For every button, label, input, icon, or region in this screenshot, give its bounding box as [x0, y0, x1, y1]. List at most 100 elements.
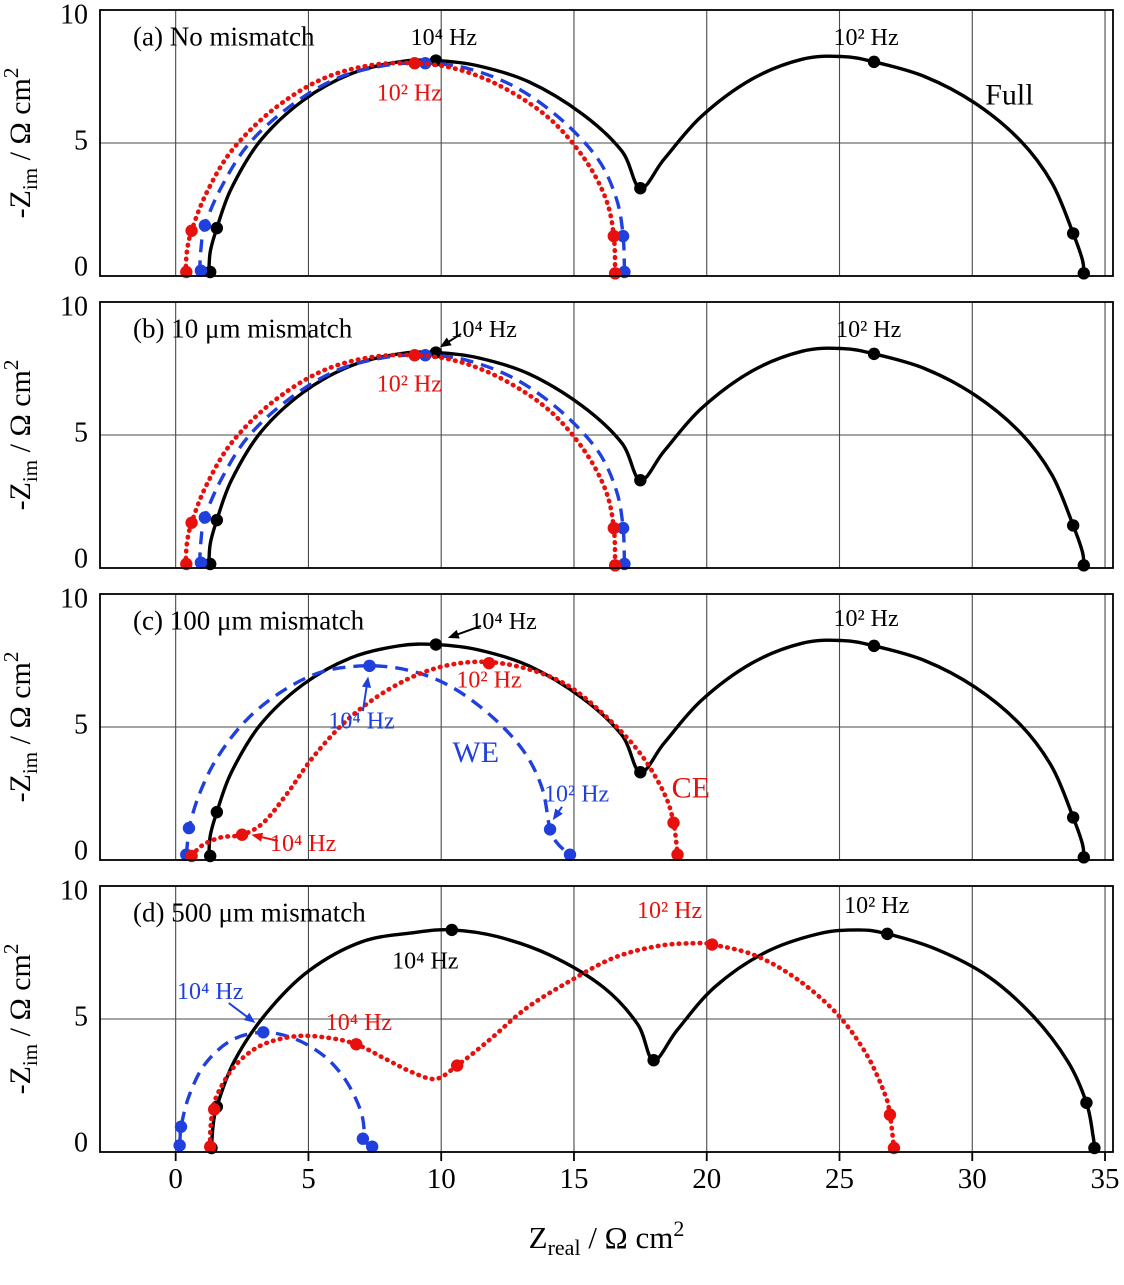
x-axis-label: Zreal / Ω cm2 — [529, 1216, 685, 1260]
data-point-marker — [867, 347, 881, 361]
panel-title: (a) No mismatch — [133, 21, 315, 51]
panel-border — [99, 301, 1114, 569]
data-point-marker — [194, 264, 208, 277]
x-tick-label: 30 — [958, 1163, 987, 1195]
series-full-markers — [203, 638, 1090, 864]
data-point-marker — [203, 1140, 217, 1153]
y-tick-label: 0 — [74, 835, 88, 866]
annotation: 10² Hz — [456, 667, 521, 693]
annotation: 10² Hz — [637, 898, 702, 924]
y-axis-label: -Zim / Ω cm2 — [0, 68, 42, 219]
annotation: 10⁴ Hz — [328, 709, 394, 735]
annotation: 10² Hz — [844, 893, 909, 919]
x-tick-label: 5 — [301, 1163, 316, 1195]
series-full-line — [207, 638, 1086, 859]
series-we-markers — [180, 659, 577, 861]
data-point-marker — [667, 816, 680, 829]
series-full-markers — [203, 346, 1090, 572]
data-point-marker — [1066, 227, 1080, 240]
annotation-arrowhead — [243, 1012, 256, 1023]
y-tick-label: 10 — [60, 583, 88, 614]
data-point-marker — [194, 556, 208, 569]
annotation: 10² Hz — [377, 81, 442, 107]
data-point-marker — [429, 638, 443, 651]
series-full-line — [207, 346, 1086, 567]
data-point-marker — [1077, 559, 1090, 572]
annotation: 10⁴ Hz — [270, 831, 336, 857]
data-point-marker — [867, 55, 881, 69]
data-point-marker — [210, 805, 224, 819]
annotation-arrow — [454, 624, 482, 637]
data-point-marker — [563, 848, 577, 861]
y-axis-label: -Zim / Ω cm2 — [0, 652, 42, 803]
data-point-marker — [210, 221, 224, 235]
data-point-marker — [173, 1139, 186, 1152]
series-ce-line — [183, 60, 618, 276]
data-point-marker — [210, 513, 224, 527]
data-point-marker — [450, 1059, 464, 1072]
data-point-marker — [350, 1038, 363, 1051]
annotation: 10² Hz — [836, 317, 901, 343]
data-point-marker — [356, 1132, 370, 1145]
annotation: WE — [452, 736, 499, 769]
panel-title: (b) 10 μm mismatch — [133, 313, 353, 343]
data-point-marker — [185, 224, 198, 237]
x-tick-label: 25 — [825, 1163, 854, 1195]
panel-b: 10⁴ Hz 10² Hz 10² Hz (b) 10 μm mismatch 0 5 10… — [0, 291, 1114, 574]
annotation: 10⁴ Hz — [451, 317, 517, 343]
annotation: 10⁴ Hz — [411, 25, 477, 51]
data-point-marker — [1077, 851, 1090, 864]
data-point-marker — [647, 1054, 660, 1067]
data-point-marker — [607, 521, 621, 535]
data-point-marker — [543, 823, 557, 836]
data-point-marker — [445, 923, 459, 937]
data-point-marker — [608, 267, 622, 280]
x-tick-label: 15 — [559, 1163, 588, 1195]
x-tick-label: 0 — [168, 1163, 183, 1195]
y-tick-label: 5 — [74, 417, 88, 448]
data-point-marker — [705, 938, 719, 951]
y-axis-label: -Zim / Ω cm2 — [0, 360, 42, 511]
y-tick-label: 0 — [74, 251, 88, 282]
panel-border — [99, 885, 1114, 1153]
annotation: Full — [985, 79, 1033, 112]
data-point-marker — [198, 219, 212, 232]
data-point-marker — [883, 1108, 897, 1121]
annotation: CE — [672, 772, 710, 805]
panel-title: (c) 100 μm mismatch — [133, 605, 365, 635]
y-tick-label: 5 — [74, 1001, 88, 1032]
panel-border — [99, 593, 1114, 861]
annotation-arrowhead — [552, 808, 563, 821]
x-axis: 0 5 10 15 20 25 30 35 Zreal / Ω cm2 — [168, 1152, 1120, 1260]
series-ce-markers — [185, 656, 684, 863]
annotation-arrow — [228, 1002, 251, 1020]
data-point-marker — [408, 57, 421, 70]
series-ce-line — [183, 352, 618, 568]
series-we-markers — [173, 1026, 379, 1153]
data-point-marker — [634, 766, 647, 779]
panel-title: (d) 500 μm mismatch — [133, 897, 366, 927]
series-we-line — [177, 1030, 374, 1149]
series-full-line — [207, 54, 1086, 275]
series-full-markers — [203, 54, 1090, 280]
data-point-marker — [235, 828, 249, 841]
annotation: 10² Hz — [833, 606, 898, 632]
data-point-marker — [671, 848, 684, 861]
x-tick-label: 20 — [692, 1163, 721, 1195]
panel-c: 10⁴ Hz 10² Hz 10² Hz 10⁴ Hz WE 10² Hz CE 10⁴ Hz… — [0, 583, 1114, 866]
annotation: 10⁴ Hz — [326, 1010, 392, 1036]
annotation: 10² Hz — [544, 782, 609, 808]
data-point-marker — [408, 349, 421, 362]
data-point-marker — [616, 521, 630, 535]
annotation-arrowhead — [447, 629, 460, 639]
y-tick-label: 10 — [60, 0, 88, 30]
series-ce-line — [207, 940, 897, 1151]
y-tick-label: 5 — [74, 125, 88, 156]
data-point-marker — [482, 656, 496, 670]
data-point-marker — [867, 639, 881, 653]
data-point-marker — [1066, 811, 1080, 824]
annotation: 10⁴ Hz — [177, 979, 243, 1005]
data-point-marker — [1077, 267, 1090, 280]
